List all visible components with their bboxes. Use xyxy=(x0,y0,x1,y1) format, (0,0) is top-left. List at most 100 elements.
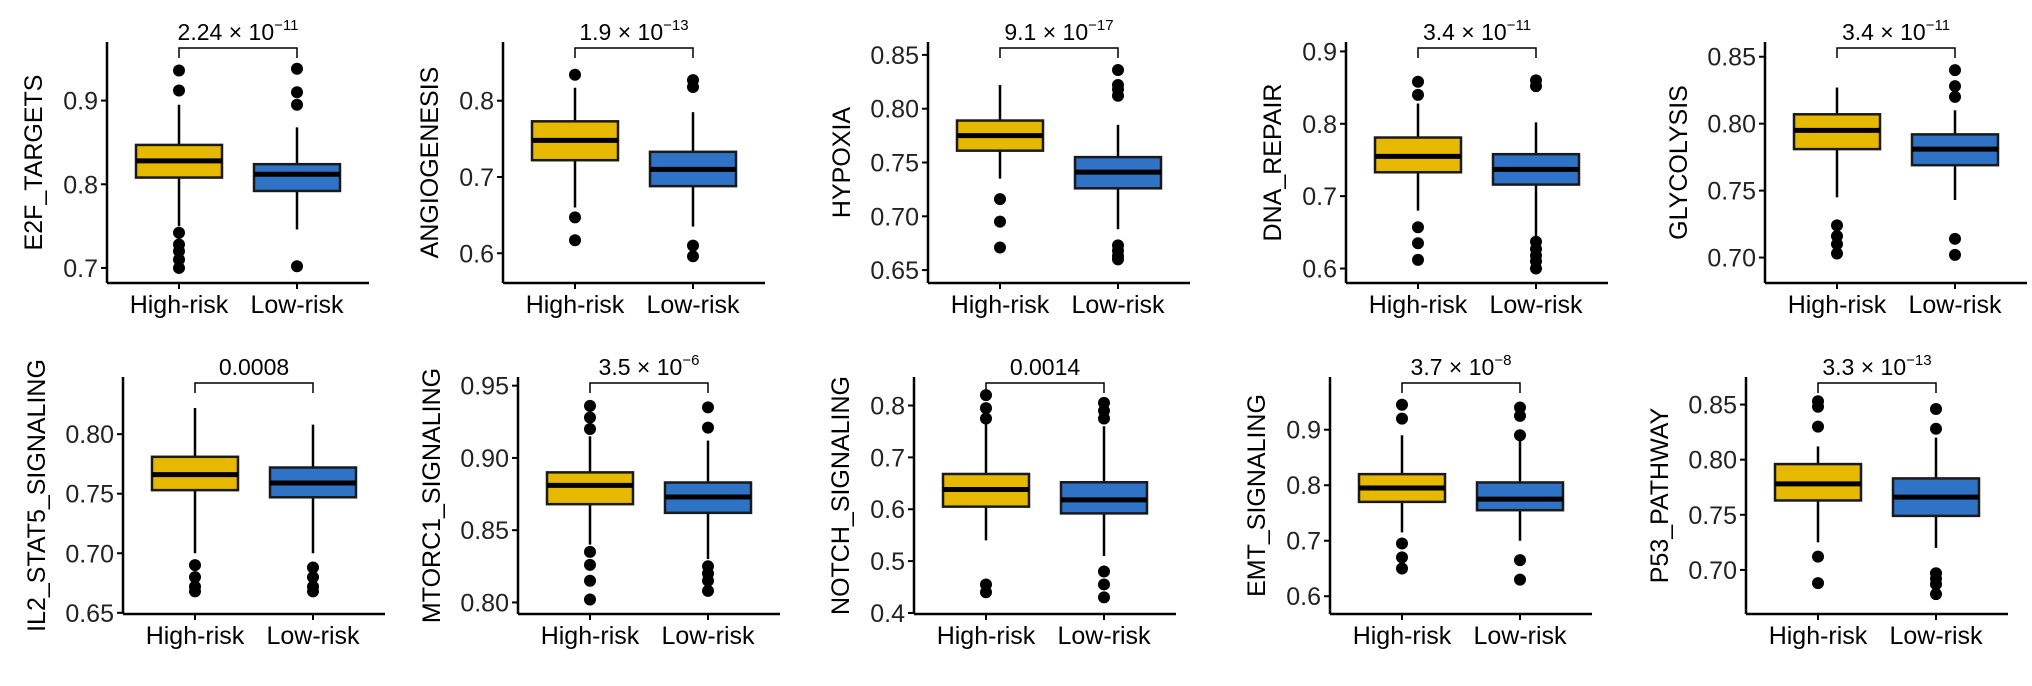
p-value-base: 1.9 × 10 xyxy=(579,19,663,45)
y-tick-label: 0.90 xyxy=(460,445,509,473)
significance-bracket xyxy=(1817,382,1937,393)
x-tick-label: High-risk xyxy=(541,622,640,650)
x-tick-label: High-risk xyxy=(1788,291,1887,319)
outlier-point xyxy=(1098,578,1110,591)
outlier-point xyxy=(173,84,185,97)
p-value-label: 0.0008 xyxy=(219,354,289,380)
x-tick-label: High-risk xyxy=(1353,622,1452,650)
p-value-label: 3.4 × 10−11 xyxy=(1842,17,1950,45)
outlier-point xyxy=(1812,550,1824,563)
panel-emt-signaling: 0.6 0.7 0.8 0.9 EMT_SIGNALING High-risk Low-ri… xyxy=(1243,352,1592,650)
outlier-point xyxy=(980,389,992,402)
box-high-risk xyxy=(1773,395,1863,590)
y-tick-label: 0.8 xyxy=(870,393,905,421)
box-high-risk xyxy=(1792,87,1882,260)
outlier-point xyxy=(994,193,1006,206)
y-tick-label: 0.7 xyxy=(63,255,98,283)
box-low-risk xyxy=(268,424,358,598)
box-low-risk xyxy=(648,74,738,263)
y-axis-title: ANGIOGENESIS xyxy=(416,67,444,259)
outlier-point xyxy=(1514,409,1526,422)
outlier-point xyxy=(173,253,185,266)
outlier-point xyxy=(1930,402,1942,415)
x-tick-label: Low-risk xyxy=(646,291,740,319)
y-tick-label: 0.8 xyxy=(1302,111,1337,139)
outlier-point xyxy=(1949,90,1961,103)
outlier-point xyxy=(189,585,201,598)
y-tick-label: 0.80 xyxy=(65,421,114,449)
significance-bracket xyxy=(589,382,709,393)
outlier-point xyxy=(1930,588,1942,601)
outlier-point xyxy=(1831,238,1843,251)
y-axis-title: EMT_SIGNALING xyxy=(1243,394,1271,597)
outlier-point xyxy=(584,574,596,587)
x-tick-label: Low-risk xyxy=(661,622,755,650)
outlier-point xyxy=(1949,232,1961,245)
x-tick-label: Low-risk xyxy=(1071,291,1165,319)
outlier-point xyxy=(687,80,699,93)
outlier-point xyxy=(702,421,714,434)
y-tick-label: 0.95 xyxy=(460,373,509,401)
p-value-base: 0.0014 xyxy=(1010,354,1081,380)
y-tick-label: 0.80 xyxy=(870,96,919,124)
outlier-point xyxy=(584,411,596,424)
y-tick-label: 0.8 xyxy=(1286,472,1321,500)
p-value-label: 3.7 × 10−8 xyxy=(1411,352,1512,380)
panel-il2-stat5-signaling: 0.65 0.70 0.75 0.80 IL2_STAT5_SIGNALING High-… xyxy=(23,354,385,650)
outlier-point xyxy=(584,423,596,436)
y-axis-title: GLYCOLYSIS xyxy=(1665,85,1693,240)
p-value-exponent: −6 xyxy=(682,352,699,369)
outlier-point xyxy=(307,561,319,574)
outlier-point xyxy=(173,261,185,274)
y-tick-label: 0.80 xyxy=(1688,447,1737,475)
iqr-box xyxy=(545,471,635,506)
y-axis-title: HYPOXIA xyxy=(828,107,856,218)
y-tick-label: 0.70 xyxy=(1707,245,1756,273)
p-value-base: 0.0008 xyxy=(219,354,289,380)
p-value-label: 1.9 × 10−13 xyxy=(579,17,688,45)
significance-bracket xyxy=(178,47,298,58)
p-value-label: 3.4 × 10−11 xyxy=(1423,17,1531,45)
significance-bracket xyxy=(194,382,314,393)
box-high-risk xyxy=(955,85,1045,254)
y-tick-label: 0.7 xyxy=(1286,528,1321,556)
outlier-point xyxy=(1514,554,1526,567)
box-low-risk xyxy=(1475,401,1565,586)
y-axis-title: IL2_STAT5_SIGNALING xyxy=(23,359,51,632)
outlier-point xyxy=(994,215,1006,228)
y-tick-label: 0.85 xyxy=(460,517,509,545)
p-value-exponent: −8 xyxy=(1494,352,1511,369)
y-tick-label: 0.7 xyxy=(459,164,494,192)
p-value-label: 2.24 × 10−11 xyxy=(178,17,299,45)
panel-notch-signaling: 0.4 0.5 0.6 0.7 0.8 NOTCH_SIGNALING High-risk L… xyxy=(827,354,1176,650)
outlier-point xyxy=(1112,63,1124,76)
outlier-point xyxy=(1412,75,1424,88)
x-tick-label: Low-risk xyxy=(1489,291,1583,319)
box-low-risk xyxy=(663,401,753,597)
outlier-point xyxy=(1831,247,1843,260)
y-tick-label: 0.85 xyxy=(870,42,919,70)
outlier-point xyxy=(307,585,319,598)
outlier-point xyxy=(702,574,714,587)
p-value-exponent: −11 xyxy=(1926,17,1950,34)
y-tick-label: 0.8 xyxy=(459,88,494,116)
y-tick-label: 0.75 xyxy=(1688,502,1737,530)
outlier-point xyxy=(189,571,201,584)
outlier-point xyxy=(1112,89,1124,102)
y-axis-title: NOTCH_SIGNALING xyxy=(827,376,855,615)
outlier-point xyxy=(291,86,303,99)
outlier-point xyxy=(1396,562,1408,575)
significance-bracket xyxy=(999,47,1119,58)
y-tick-label: 0.85 xyxy=(1707,44,1756,72)
x-tick-label: High-risk xyxy=(526,291,625,319)
p-value-exponent: −13 xyxy=(1906,352,1931,369)
outlier-point xyxy=(1412,221,1424,234)
outlier-point xyxy=(307,571,319,584)
outlier-point xyxy=(291,62,303,75)
box-low-risk xyxy=(1491,74,1581,275)
p-value-exponent: −13 xyxy=(663,17,688,34)
p-value-base: 2.24 × 10 xyxy=(178,19,275,45)
outlier-point xyxy=(1949,248,1961,261)
box-high-risk xyxy=(941,389,1031,599)
y-tick-label: 0.65 xyxy=(870,257,919,285)
